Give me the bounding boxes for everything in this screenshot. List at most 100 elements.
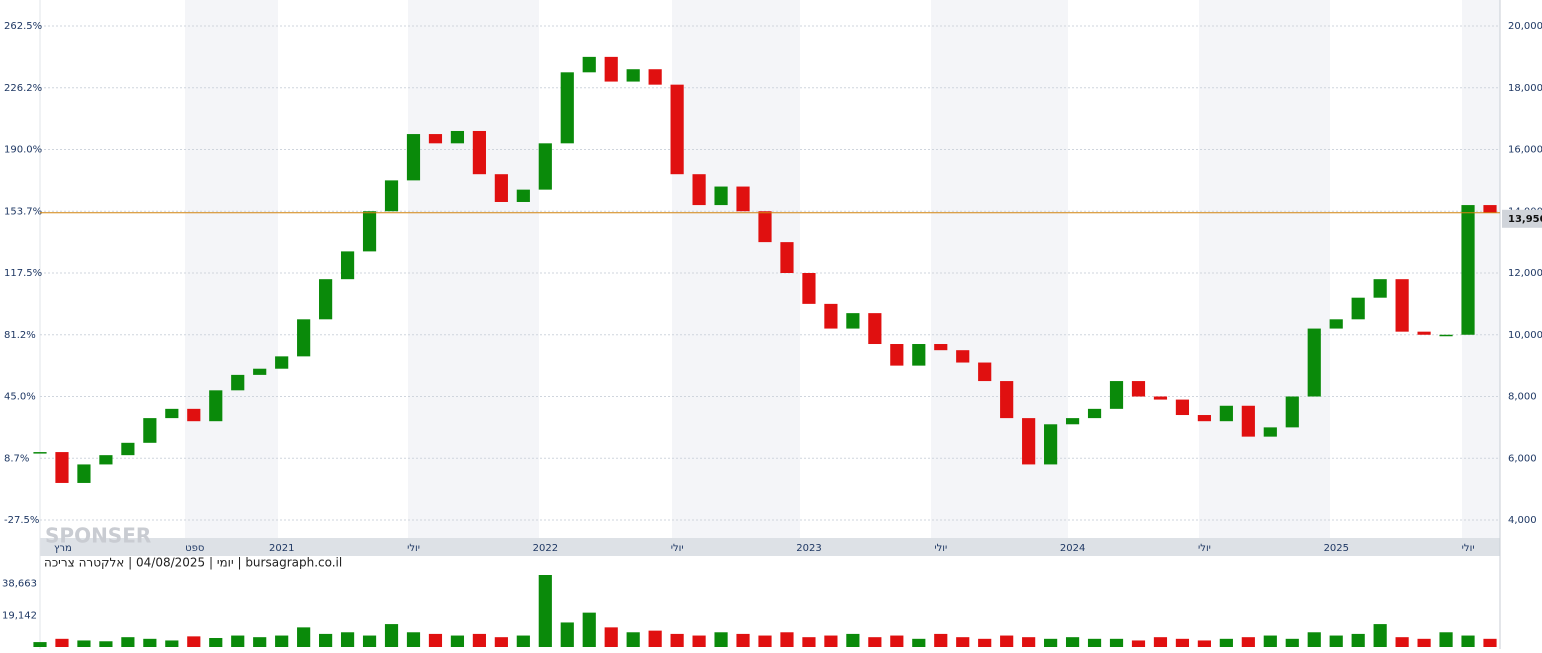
candle [297,319,311,357]
x-axis-strip [40,538,1500,556]
volume-bar [1219,638,1233,647]
volume-bar [1175,638,1190,647]
y-tick-label: 18,000 [1508,83,1542,94]
candle [362,211,377,252]
candle [780,242,794,273]
candle [1329,319,1343,329]
candle [1022,418,1036,465]
volume-bar [692,635,706,647]
candle [956,350,970,363]
volume-bar [868,637,882,647]
x-tick-label: יולי [1462,543,1475,554]
candle [1241,405,1255,437]
volume-bar [846,633,860,647]
candle [692,174,706,206]
candle [1197,415,1211,422]
candle [516,189,530,202]
volume-bar [714,632,728,647]
candle [99,455,113,465]
volume-bar [1307,632,1321,647]
y2-tick-label: 226.2% [4,83,42,94]
volume-bar [934,633,948,647]
volume-bar [1153,637,1168,647]
volume-bar [956,637,970,647]
volume-bar [1022,637,1036,647]
chart-title: יומי | 04/08/2025 | אלקטרה צריכה | bursa… [44,556,342,570]
volume-tick-label: 19,142 [2,611,37,622]
volume-bar [1109,638,1124,647]
volume-bar [297,627,311,647]
volume-bar [648,630,662,647]
candle [714,186,728,206]
y2-tick-label: 262.5% [4,21,42,32]
x-tick-label: יולי [671,543,684,554]
volume-bar [912,638,926,647]
x-tick-label: יולי [407,543,420,554]
candle [143,418,157,443]
volume-bar [1000,635,1014,647]
candle [934,344,948,351]
candle [1000,381,1014,419]
volume-bar [55,638,69,647]
candle [604,56,618,82]
candle [187,408,201,422]
candle [626,69,640,82]
candle [1373,279,1387,298]
candle [1417,331,1431,335]
candle [275,356,289,369]
last-price-box [1502,209,1542,228]
candle [253,368,267,375]
candle [648,69,662,85]
candle [1307,328,1321,397]
x-tick-label: 2025 [1324,543,1349,554]
volume-bar [890,635,904,647]
volume-bar [802,637,816,647]
y-tick-label: 6,000 [1508,453,1537,464]
y2-tick-label: 117.5% [4,268,42,279]
candle [121,442,135,456]
background-bands [185,0,1500,538]
y2-tick-label: 8.7% [4,453,29,464]
volume-bar [121,637,135,647]
volume-bar [582,612,596,647]
x-tick-label: 2021 [269,543,294,554]
candle [912,344,926,366]
candle [384,180,399,212]
candle [868,313,882,345]
volume-bar [187,636,201,647]
candle [1087,408,1102,419]
y-tick-label: 16,000 [1508,145,1542,156]
volume-bar [33,642,47,647]
volume-bar [143,638,157,647]
volume-bar [824,635,838,647]
candle [33,452,47,454]
volume-bar [77,640,91,647]
volume-bar [1087,638,1102,647]
watermark: SPONSER [45,524,151,548]
volume-bar [319,633,333,647]
y-tick-label: 20,000 [1508,21,1542,32]
candle [231,374,245,391]
volume-bar [99,641,113,647]
volume-bar [1439,632,1453,647]
volume-bar [978,638,992,647]
volume-bar [670,633,684,647]
volume-bar [758,635,772,647]
candle [209,390,223,422]
candle [165,408,179,419]
y-tick-label: 8,000 [1508,392,1537,403]
candle [1109,381,1124,409]
volume-bar [1263,635,1277,647]
x-tick-label: 2022 [533,543,558,554]
candle [472,130,486,175]
candle [1483,205,1497,213]
candle [77,464,91,483]
y2-tick-label: 81.2% [4,330,36,341]
last-price-label: 13,950 [1508,214,1542,225]
candle [736,186,750,212]
candle [1219,405,1233,422]
volume-bar [253,637,267,647]
candle [1175,399,1190,416]
candle [1395,279,1409,332]
volume-bar [494,637,508,647]
